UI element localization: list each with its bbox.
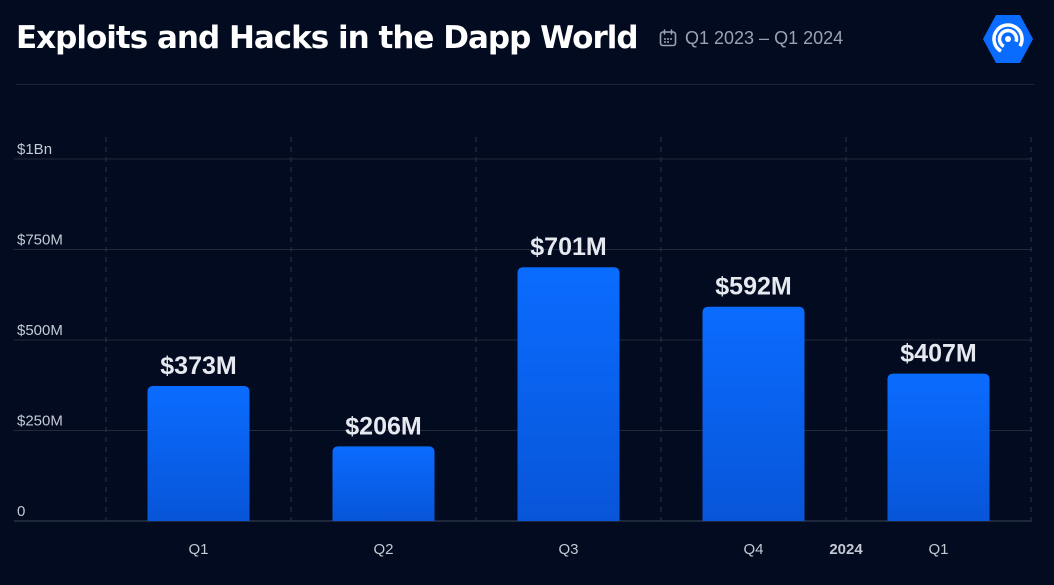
year-marker-label: 2024 xyxy=(829,541,863,558)
bar xyxy=(517,267,620,521)
header-divider xyxy=(16,84,1034,85)
y-tick-label: 0 xyxy=(17,503,25,520)
bar-value-label: $592M xyxy=(715,273,791,301)
y-axis: 0 $250M $500M $750M $1Bn xyxy=(17,141,63,520)
y-tick-label: $1Bn xyxy=(17,141,52,158)
bar-value-label: $701M xyxy=(530,233,606,261)
x-tick-label: Q2 xyxy=(373,541,393,558)
calendar-icon xyxy=(658,28,678,48)
date-range-text: Q1 2023 – Q1 2024 xyxy=(685,27,844,48)
bar-value-label: $373M xyxy=(160,352,236,380)
x-tick-label: Q1 xyxy=(928,541,948,558)
bar xyxy=(332,446,435,521)
x-tick-label: Q3 xyxy=(558,541,578,558)
bar xyxy=(702,306,805,521)
x-tick-label: Q4 xyxy=(743,541,763,558)
bar-value-label: $407M xyxy=(900,340,976,368)
x-tick-label: Q1 xyxy=(188,541,208,558)
chart-title: Exploits and Hacks in the Dapp World xyxy=(16,20,639,56)
bar xyxy=(147,385,250,521)
y-tick-label: $250M xyxy=(17,413,63,430)
bars: $373M $206M $701M $592M $407M xyxy=(147,233,990,521)
bar-value-label: $206M xyxy=(345,412,421,440)
y-tick-label: $500M xyxy=(17,322,63,339)
date-range: Q1 2023 – Q1 2024 xyxy=(658,26,843,50)
bar xyxy=(887,373,990,521)
y-tick-label: $750M xyxy=(17,232,63,249)
chart-header: Exploits and Hacks in the Dapp World Q1 … xyxy=(0,0,1054,85)
x-axis: Q1 Q2 Q3 Q4 Q1 2024 xyxy=(188,541,948,558)
dappradar-logo-icon xyxy=(981,12,1035,66)
